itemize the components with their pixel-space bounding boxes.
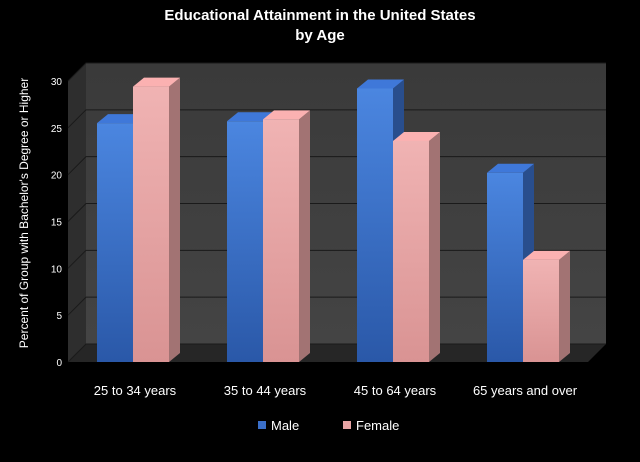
y-tick-label: 5 — [56, 311, 62, 322]
legend-item-male: Male — [258, 418, 299, 433]
y-tick-label: 15 — [51, 218, 63, 229]
bar-front — [133, 86, 169, 363]
bar-side — [559, 250, 570, 362]
bar-front — [393, 140, 429, 362]
bar-side — [169, 77, 180, 363]
bar-side — [299, 110, 310, 362]
bar-front — [523, 259, 559, 362]
bar-female — [263, 110, 310, 362]
gridline — [67, 62, 606, 82]
y-axis-ticks: 0 5 10 15 20 25 30 — [51, 77, 63, 369]
legend-swatch — [343, 421, 351, 429]
bar-top — [263, 110, 310, 120]
bar-top — [227, 112, 274, 122]
x-category-label: 65 years and over — [473, 383, 578, 398]
bar-top — [357, 79, 404, 89]
legend-swatch — [258, 421, 266, 429]
floor — [68, 344, 606, 362]
y-tick-label: 30 — [51, 77, 63, 88]
bar-female — [393, 131, 440, 362]
bar-female — [523, 250, 570, 362]
chart-title-line1: Educational Attainment in the United Sta… — [164, 7, 475, 24]
bar-front — [227, 121, 263, 362]
bar-top — [133, 77, 180, 87]
chart-title-line2: by Age — [295, 27, 344, 44]
y-tick-label: 20 — [51, 171, 63, 182]
plot-area — [67, 62, 606, 363]
bar-top — [97, 114, 144, 124]
y-tick-label: 25 — [51, 124, 63, 135]
bar-top — [393, 131, 440, 141]
x-category-label: 45 to 64 years — [354, 383, 437, 398]
bar-female — [133, 77, 180, 363]
bar-top — [523, 250, 570, 260]
legend-label: Female — [356, 418, 399, 433]
bar-front — [263, 119, 299, 362]
gridline — [67, 109, 606, 129]
x-axis-categories: 25 to 34 years 35 to 44 years 45 to 64 yea… — [94, 383, 578, 398]
legend: Male Female — [258, 418, 399, 433]
bars — [97, 77, 570, 363]
y-tick-label: 0 — [56, 358, 62, 369]
legend-item-female: Female — [343, 418, 399, 433]
y-axis-label: Percent of Group with Bachelor's Degree … — [17, 78, 31, 348]
bar-top — [487, 163, 534, 173]
legend-label: Male — [271, 418, 299, 433]
y-tick-label: 10 — [51, 264, 63, 275]
x-category-label: 25 to 34 years — [94, 383, 177, 398]
bar-side — [429, 131, 440, 362]
x-category-label: 35 to 44 years — [224, 383, 307, 398]
bar-front — [487, 172, 523, 362]
bar-front — [357, 88, 393, 362]
bar-front — [97, 123, 133, 363]
